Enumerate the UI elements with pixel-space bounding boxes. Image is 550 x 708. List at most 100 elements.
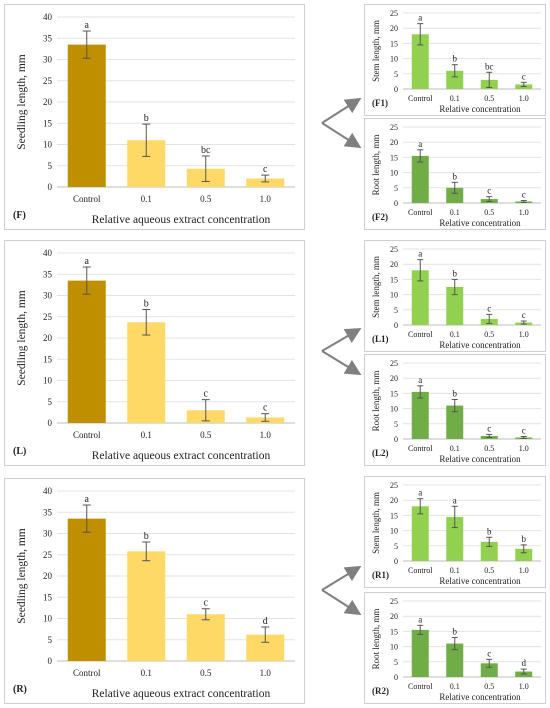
significance-letter: d bbox=[522, 658, 527, 668]
y-tick-label: 0 bbox=[48, 182, 53, 192]
significance-letter: c bbox=[487, 186, 491, 196]
arrow-L-to-L2 bbox=[321, 350, 362, 376]
y-tick-label: 25 bbox=[43, 76, 53, 86]
x-tick-label: 0.5 bbox=[200, 430, 212, 440]
y-tick-label: 40 bbox=[43, 248, 53, 258]
y-axis-title: Seedling length, mm bbox=[16, 528, 28, 624]
panel-L: 0 5 10 15 20 25 30 35 40 a Control b 0.1 c 0.5 c 1.0 Seed… bbox=[4, 240, 305, 466]
bar bbox=[186, 614, 225, 661]
y-tick-label: 10 bbox=[43, 140, 53, 150]
y-axis-title: Root length, mm bbox=[371, 135, 381, 196]
panel-label: (F1) bbox=[372, 98, 388, 108]
y-tick-label: 25 bbox=[390, 245, 398, 254]
arrow-R-to-R1 bbox=[321, 565, 362, 591]
x-tick-label: 0.1 bbox=[450, 208, 460, 217]
y-tick-label: 20 bbox=[390, 24, 398, 33]
y-tick-label: 20 bbox=[43, 333, 53, 343]
panel-F2: 0 5 10 15 20 25 a Control b 0.1 c 0.5 c 1.0 Root lengt… bbox=[364, 118, 546, 230]
y-tick-label: 40 bbox=[43, 486, 53, 496]
bar bbox=[246, 178, 285, 187]
bar bbox=[411, 506, 429, 561]
significance-letter: a bbox=[453, 495, 457, 505]
y-tick-label: 5 bbox=[394, 542, 398, 551]
arrow-L-to-L1 bbox=[321, 327, 362, 352]
y-tick-label: 0 bbox=[394, 435, 398, 444]
significance-letter: bc bbox=[485, 61, 494, 71]
panel-F: 0 5 10 15 20 25 30 35 40 a Control b 0.1 bc 0.5 c 1.0 See… bbox=[4, 4, 305, 230]
y-tick-label: 0 bbox=[394, 321, 398, 330]
y-axis-title: Stem length, mm bbox=[371, 492, 381, 554]
y-tick-label: 25 bbox=[390, 597, 398, 606]
x-tick-label: 0.1 bbox=[450, 444, 460, 453]
significance-letter: b bbox=[453, 388, 458, 398]
chart-R1: 0 5 10 15 20 25 a Control a 0.1 b 0.5 b 1.0 Stem lengt… bbox=[371, 481, 541, 586]
y-tick-label: 15 bbox=[43, 354, 53, 364]
y-tick-label: 5 bbox=[394, 184, 398, 193]
y-tick-label: 20 bbox=[390, 260, 398, 269]
significance-letter: a bbox=[418, 13, 422, 23]
y-tick-label: 25 bbox=[390, 481, 398, 490]
significance-letter: b bbox=[453, 268, 458, 278]
bar bbox=[411, 155, 429, 203]
y-tick-label: 20 bbox=[390, 138, 398, 147]
y-tick-label: 30 bbox=[43, 291, 53, 301]
y-tick-label: 20 bbox=[390, 612, 398, 621]
significance-letter: b bbox=[453, 626, 458, 636]
x-tick-label: 1.0 bbox=[260, 668, 272, 678]
x-tick-label: 0.5 bbox=[484, 208, 494, 217]
x-axis-title: Relative aqueous extract concentration bbox=[92, 450, 271, 462]
y-tick-label: 15 bbox=[390, 39, 398, 48]
y-tick-label: 5 bbox=[394, 658, 398, 667]
x-tick-label: 0.5 bbox=[484, 330, 494, 339]
bar bbox=[411, 391, 429, 439]
chart-L2: 0 5 10 15 20 25 a Control b 0.1 c 0.5 c 1.0 Root lengt… bbox=[371, 359, 541, 464]
chart-R: 0 5 10 15 20 25 30 35 40 a Control b 0.1 c 0.5 d 1.0 Seed… bbox=[13, 486, 295, 700]
x-tick-label: Control bbox=[408, 208, 433, 217]
y-tick-label: 30 bbox=[43, 55, 53, 65]
significance-letter: a bbox=[418, 139, 422, 149]
bar bbox=[67, 44, 106, 187]
x-tick-label: 0.1 bbox=[450, 330, 460, 339]
panel-F1: 0 5 10 15 20 25 a Control b 0.1 bc 0.5 c 1.0 Stem leng… bbox=[364, 4, 546, 116]
x-tick-label: Control bbox=[408, 566, 433, 575]
y-tick-label: 30 bbox=[43, 529, 53, 539]
panel-label: (R) bbox=[13, 684, 27, 695]
y-tick-label: 5 bbox=[48, 161, 53, 171]
significance-letter: c bbox=[522, 310, 526, 320]
arrow-F-to-F2 bbox=[321, 122, 362, 149]
bar bbox=[480, 541, 498, 561]
y-tick-label: 35 bbox=[43, 507, 53, 517]
y-tick-label: 5 bbox=[394, 70, 398, 79]
x-axis-title: Relative concentration bbox=[439, 340, 521, 350]
y-axis-title: Root length, mm bbox=[371, 371, 381, 432]
y-tick-label: 10 bbox=[43, 376, 53, 386]
significance-letter: b bbox=[522, 534, 527, 544]
significance-letter: a bbox=[418, 249, 422, 259]
bar bbox=[446, 287, 464, 325]
x-tick-label: Control bbox=[73, 430, 101, 440]
x-axis-title: Relative concentration bbox=[439, 576, 521, 586]
chart-L: 0 5 10 15 20 25 30 35 40 a Control b 0.1 c 0.5 c 1.0 Seed… bbox=[13, 248, 295, 462]
bar bbox=[411, 34, 429, 89]
y-tick-label: 10 bbox=[43, 614, 53, 624]
x-axis-title: Relative concentration bbox=[439, 218, 521, 228]
bar bbox=[411, 270, 429, 325]
x-axis-title: Relative concentration bbox=[439, 692, 521, 702]
significance-letter: c bbox=[204, 389, 209, 400]
x-tick-label: 1.0 bbox=[260, 194, 272, 204]
y-tick-label: 10 bbox=[390, 405, 398, 414]
y-tick-label: 5 bbox=[394, 420, 398, 429]
significance-letter: a bbox=[85, 494, 90, 505]
x-tick-label: Control bbox=[408, 94, 433, 103]
x-tick-label: 0.1 bbox=[141, 430, 152, 440]
x-tick-label: 1.0 bbox=[260, 430, 272, 440]
x-tick-label: 0.5 bbox=[200, 668, 212, 678]
x-tick-label: 0.5 bbox=[484, 444, 494, 453]
significance-letter: b bbox=[144, 113, 149, 124]
panel-label: (L1) bbox=[372, 334, 389, 344]
significance-letter: b bbox=[144, 531, 149, 542]
x-tick-label: Control bbox=[408, 444, 433, 453]
significance-letter: a bbox=[418, 488, 422, 498]
y-axis-title: Seedling length, mm bbox=[16, 54, 28, 150]
y-tick-label: 20 bbox=[43, 97, 53, 107]
